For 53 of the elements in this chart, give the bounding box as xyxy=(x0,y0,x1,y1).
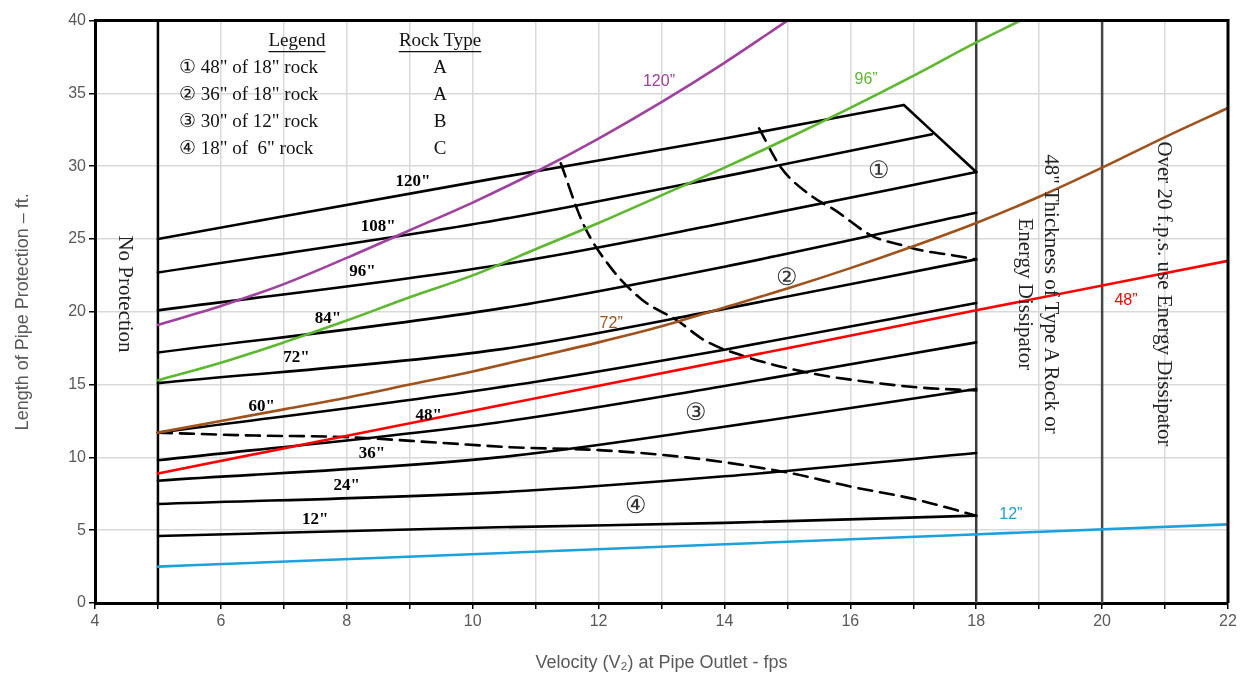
x-tick-label: 12 xyxy=(589,612,608,630)
series-label: 48” xyxy=(1114,291,1138,309)
annotation: A xyxy=(433,82,448,104)
series-label: 12” xyxy=(999,505,1023,523)
series-label: 12" xyxy=(302,509,329,529)
annotation: B xyxy=(433,109,447,131)
y-tick-label: 15 xyxy=(68,375,87,393)
series-label: 48" xyxy=(415,404,442,424)
ref-line-label: No Protection xyxy=(113,235,140,353)
ref-line-label: Over 20 f.p.s. use Energy Dissipator xyxy=(1152,141,1179,447)
x-tick-label: 14 xyxy=(715,612,734,630)
annotation: ③ xyxy=(685,399,708,426)
y-tick-label: 25 xyxy=(68,229,87,247)
ref-line-label: 48" Thickness of Type A Rock or Energy Dissipator xyxy=(1013,154,1066,434)
series-label: 36" xyxy=(358,443,386,463)
x-tick-label: 4 xyxy=(90,612,100,630)
y-axis-title: Length of Pipe Protection – ft. xyxy=(11,193,32,431)
annotation: ③ 30" of 12" rock xyxy=(179,109,319,131)
annotation: C xyxy=(433,136,447,158)
series-label: 96” xyxy=(854,70,878,88)
x-axis-title: Velocity (V₂) at Pipe Outlet - fps xyxy=(535,652,788,673)
annotation: ② xyxy=(776,263,799,290)
annotation: A xyxy=(433,55,448,77)
x-tick-label: 22 xyxy=(1219,612,1237,630)
series-label: 60" xyxy=(248,396,276,416)
series-label: 96" xyxy=(349,260,376,280)
y-tick-label: 20 xyxy=(68,302,87,320)
x-tick-label: 20 xyxy=(1093,612,1112,630)
x-tick-label: 16 xyxy=(841,612,860,630)
x-tick-label: 18 xyxy=(967,612,986,630)
annotation: ① xyxy=(867,157,890,184)
series-label: 72” xyxy=(599,313,623,331)
series-label: 120” xyxy=(642,72,675,89)
y-tick-label: 0 xyxy=(77,593,87,611)
y-tick-label: 30 xyxy=(68,156,87,174)
series-label: 84" xyxy=(314,308,342,328)
y-tick-label: 5 xyxy=(77,520,87,538)
x-tick-label: 8 xyxy=(342,612,352,630)
annotation: ④ 18" of 6" rock xyxy=(179,136,314,158)
annotation: Legend xyxy=(268,28,326,50)
annotation: ② 36" of 18" rock xyxy=(179,82,319,104)
annotation: Rock Type xyxy=(398,28,482,50)
series-label: 120" xyxy=(395,170,431,190)
series-label: 108" xyxy=(360,215,396,235)
x-tick-label: 6 xyxy=(216,612,226,630)
annotation: ① 48" of 18" rock xyxy=(179,55,319,77)
series-label: 24" xyxy=(333,474,360,494)
y-tick-label: 35 xyxy=(68,83,87,101)
series-label: 72" xyxy=(283,346,310,366)
y-tick-label: 10 xyxy=(68,447,87,465)
annotation: ④ xyxy=(625,492,648,519)
y-tick-label: 40 xyxy=(68,11,87,29)
x-tick-label: 10 xyxy=(463,612,482,630)
